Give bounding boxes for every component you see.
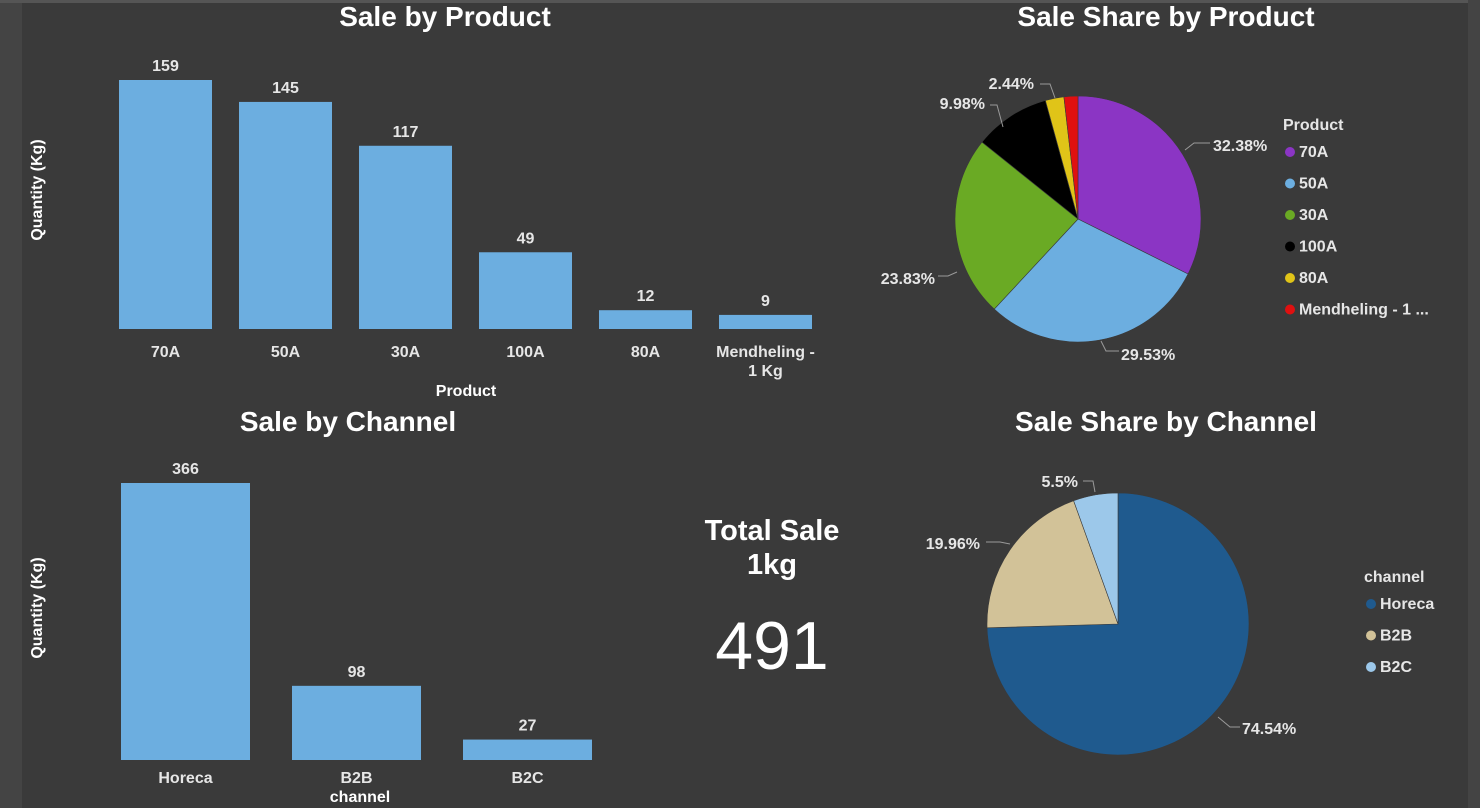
product-tick-label-3: 100A [506, 344, 545, 361]
window-frame-right [1468, 0, 1480, 808]
product-pie-slice-3 [981, 100, 1079, 220]
product-bar-title: Sale by Product [339, 1, 551, 32]
channel-tick-label-1: B2B [340, 770, 372, 787]
product-pie-slice-label-3: 9.98% [940, 96, 985, 113]
product-pie-legend-title: Product [1283, 117, 1344, 134]
product-legend-item-4: 80A [1299, 270, 1329, 287]
product-pie-slice-label-4: 2.44% [989, 76, 1034, 93]
product-bar-xlabel: Product [436, 383, 497, 400]
channel-pie-leader-line-2 [1083, 480, 1096, 493]
product-pie-leader-line-2 [938, 271, 958, 277]
product-legend-item-5: Mendheling - 1 ... [1299, 302, 1429, 319]
product-pie-legend: 70A 50A 30A 100A 80A Mendheling - 1 ... [1285, 144, 1429, 319]
product-pie-slice-label-2: 23.83% [881, 271, 935, 288]
total-sale-title-line1: Total Sale [704, 515, 840, 547]
channel-data-label-1: 98 [348, 664, 366, 681]
channel-legend-item-0: Horeca [1380, 596, 1434, 613]
product-tick-label-5-line-0: Mendheling - [716, 344, 815, 361]
product-bar-1 [239, 101, 332, 329]
product-legend-marker-2 [1285, 210, 1295, 220]
channel-pie-slice-label-0: 74.54% [1242, 721, 1296, 738]
product-bar-ylabel: Quantity (Kg) [29, 139, 46, 240]
channel-pie-plot: 74.54% 19.96% 5.5% [926, 474, 1296, 756]
product-legend-marker-5 [1285, 304, 1295, 315]
product-bar-plot: 159 70A 145 50A 117 30A 49 100A 12 80A 9 Mendheling… [119, 58, 815, 380]
channel-legend-marker-2 [1366, 662, 1376, 672]
channel-tick-label-2: B2C [511, 770, 543, 787]
channel-bar-xlabel: channel [330, 789, 390, 806]
product-tick-label-5-line-1: 1 Kg [748, 363, 783, 380]
channel-pie-slice-label-2: 5.5% [1042, 474, 1078, 491]
product-tick-label-4: 80A [631, 344, 661, 361]
channel-pie-legend: Horeca B2B B2C [1366, 596, 1434, 676]
product-pie-leader-line-1 [1100, 340, 1119, 352]
product-data-label-2: 117 [393, 124, 419, 141]
product-bar-4 [599, 310, 692, 329]
product-legend-item-3: 100A [1299, 239, 1338, 256]
channel-bar-plot: 366 Horeca 98 B2B 27 B2C [121, 461, 592, 787]
product-legend-item-2: 30A [1299, 207, 1329, 224]
channel-legend-marker-1 [1366, 630, 1376, 641]
product-bar-2 [359, 145, 452, 329]
product-pie-slice-label-1: 29.53% [1121, 347, 1175, 364]
product-bar-0 [119, 80, 212, 329]
product-legend-marker-0 [1285, 147, 1295, 157]
total-sale-card-title: Total Sale 1kg [680, 514, 864, 582]
product-pie-slice-label-0: 32.38% [1213, 138, 1267, 155]
product-pie-slice-2 [954, 141, 1079, 310]
product-legend-marker-4 [1285, 273, 1295, 283]
channel-bar-0 [121, 483, 250, 760]
product-pie-slice-5 [1063, 95, 1079, 220]
window-frame-top [0, 0, 1480, 3]
product-pie-slice-1 [993, 218, 1189, 343]
window-frame-left [0, 0, 22, 808]
channel-bar-ylabel: Quantity (Kg) [29, 557, 46, 658]
channel-bar-1 [292, 685, 421, 760]
product-pie-leader-line-4 [1040, 83, 1056, 99]
channel-pie-leader-line-0 [1217, 716, 1240, 728]
total-sale-title-line2: 1kg [747, 549, 797, 581]
product-pie-leader-line-3 [990, 104, 1004, 128]
product-pie-slice-0 [1077, 95, 1202, 275]
channel-bar-2 [463, 739, 592, 760]
product-legend-item-0: 70A [1299, 144, 1329, 161]
channel-pie-leader-line-1 [986, 541, 1011, 545]
product-tick-label-2: 30A [391, 344, 421, 361]
channel-data-label-2: 27 [519, 718, 537, 735]
product-data-label-5: 9 [761, 293, 770, 310]
product-data-label-1: 145 [272, 80, 299, 97]
product-legend-marker-3 [1285, 241, 1295, 252]
channel-data-label-0: 366 [172, 461, 199, 478]
channel-bar-title: Sale by Channel [240, 406, 456, 437]
product-data-label-3: 49 [517, 230, 535, 247]
product-pie-leader-line-0 [1184, 142, 1210, 151]
channel-legend-item-1: B2B [1380, 628, 1412, 645]
channel-pie-legend-title: channel [1364, 569, 1424, 586]
product-data-label-0: 159 [152, 58, 179, 75]
channel-legend-item-2: B2C [1380, 659, 1412, 676]
product-pie-title: Sale Share by Product [1017, 1, 1314, 32]
product-bar-5 [719, 314, 812, 329]
product-legend-marker-1 [1285, 178, 1295, 189]
product-tick-label-1: 50A [271, 344, 301, 361]
channel-pie-slice-1 [986, 500, 1119, 629]
channel-legend-marker-0 [1366, 599, 1376, 609]
channel-pie-title: Sale Share by Channel [1015, 406, 1317, 437]
channel-pie-slice-label-1: 19.96% [926, 536, 980, 553]
product-pie-plot: 32.38% 29.53% 23.83% 9.98%2.44% [881, 76, 1268, 364]
channel-tick-label-0: Horeca [158, 770, 212, 787]
product-data-label-4: 12 [637, 288, 655, 305]
channel-pie-slice-2 [1073, 492, 1119, 625]
product-legend-item-1: 50A [1299, 176, 1329, 193]
product-tick-label-0: 70A [151, 344, 181, 361]
product-bar-3 [479, 252, 572, 329]
total-sale-card-value: 491 [715, 608, 829, 684]
